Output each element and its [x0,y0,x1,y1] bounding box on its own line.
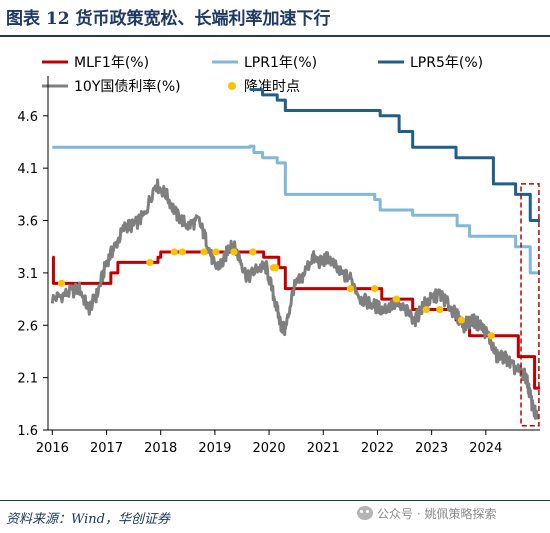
rrr-cut-point [422,305,430,314]
x-tick-label: 2017 [90,441,123,456]
legend-mlf: MLF1年(%) [42,55,149,71]
x-tick-label: 2020 [253,441,286,456]
legend-mlf-label: MLF1年(%) [74,55,149,71]
chart-title: 图表 12 货币政策宽松、长端利率加速下行 [6,9,331,29]
x-tick-label: 2022 [361,441,394,456]
legend-10y: 10Y国债利率(%) [42,78,181,95]
legend-lpr1: LPR1年(%) [212,55,317,71]
legend-lpr5: LPR5年(%) [378,55,483,71]
legend-lpr5-label: LPR5年(%) [410,55,483,71]
rrr-cut-point [200,248,208,256]
rrr-cut-point [57,279,66,287]
rrr-cut-point [346,285,354,293]
plot-area [50,88,540,427]
footer-divider [0,500,550,501]
y-tick-label: 1.6 [17,424,38,439]
wechat-icon [357,506,373,520]
legend-cut-swatch [228,82,236,90]
y-tick-label: 3.6 [17,215,38,230]
y-tick-label: 4.1 [17,162,38,177]
x-tick-label: 2019 [198,441,231,456]
x-tick-label: 2016 [36,441,69,456]
lpr5-series-line [250,88,540,223]
rrr-cut-point [436,305,444,314]
x-tick-label: 2018 [144,441,177,456]
watermark-text: 公众号 · 姚佩策略探索 [377,506,497,521]
rrr-cut-point [146,258,154,267]
x-tick-label: 2023 [415,441,448,456]
axes: 1.6 2.1 2.6 3.1 3.6 4.1 4.6 2016 2017 2018 2019 202… [17,76,540,456]
lpr1-series-line [52,144,540,275]
rrr-cut-point [371,285,379,293]
y-tick-label: 4.6 [17,110,38,125]
x-tick-label: 2021 [307,441,340,456]
y-tick-label: 2.6 [17,319,38,334]
rrr-cut-point [392,295,401,303]
y-tick-label: 2.1 [17,372,38,387]
watermark: 公众号 · 姚佩策略探索 [357,501,496,525]
line-chart: MLF1年(%) LPR1年(%) LPR5年(%) 10Y国债利率(%) 降准时点 1… [17,55,540,456]
rrr-cut-point [212,248,220,256]
rrr-cut-point [271,264,280,272]
highlight-box [520,183,540,427]
rrr-cut-point [487,332,495,340]
legend-lpr1-label: LPR1年(%) [244,55,317,71]
x-tick-label: 2024 [469,441,502,456]
y-tick-label: 3.1 [17,267,38,282]
rrr-cut-point [249,248,257,256]
rrr-cut-point [457,316,466,324]
legend-10y-label: 10Y国债利率(%) [74,78,181,95]
source-note: 资料来源：Wind，华创证券 [6,512,170,527]
legend-cut-label: 降准时点 [244,79,300,95]
rrr-cut-point [178,248,186,256]
title-divider [0,35,550,37]
rrr-cut-point [170,248,178,256]
rrr-cut-point [230,248,238,256]
bond-10y-series-line [50,178,539,420]
